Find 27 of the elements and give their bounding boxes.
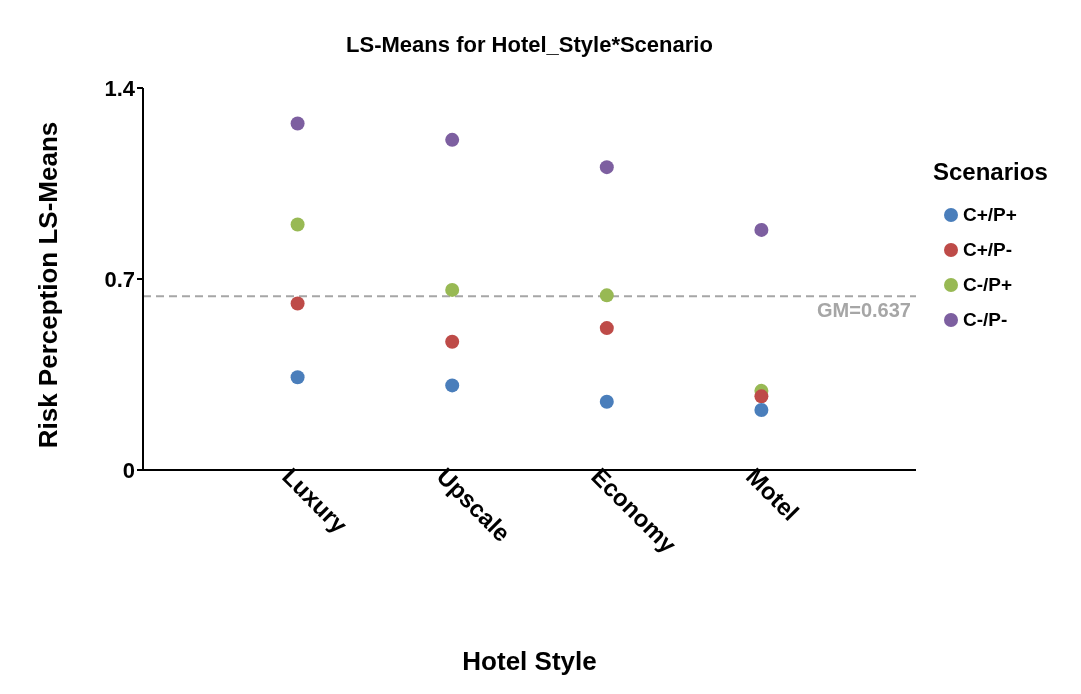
point	[445, 378, 460, 393]
legend-label: C-/P-	[963, 309, 1008, 331]
point	[290, 217, 305, 232]
y-tick-label: 1.4	[104, 75, 136, 101]
y-axis-title: Risk Perception LS-Means	[32, 121, 64, 449]
point	[445, 282, 460, 297]
ref-line-label: GM=0.637	[817, 299, 911, 322]
y-tick-label: 0	[122, 457, 135, 483]
point	[290, 116, 305, 131]
point	[754, 402, 769, 417]
y-tick-label: 0.7	[104, 266, 135, 292]
point	[445, 132, 460, 147]
chart-title: LS-Means for Hotel_Style*Scenario	[345, 32, 714, 58]
legend-title: Scenarios	[933, 158, 1048, 186]
point	[754, 389, 769, 404]
point	[599, 288, 614, 303]
point	[290, 370, 305, 385]
point	[599, 321, 614, 336]
point	[290, 296, 305, 311]
point	[599, 394, 614, 409]
x-axis-title: Hotel Style	[461, 646, 598, 677]
legend-label: C+/P+	[963, 204, 1017, 226]
point	[599, 160, 614, 175]
point	[754, 222, 769, 237]
legend-label: C+/P-	[963, 239, 1013, 261]
legend-label: C-/P+	[963, 274, 1013, 296]
point	[445, 334, 460, 349]
